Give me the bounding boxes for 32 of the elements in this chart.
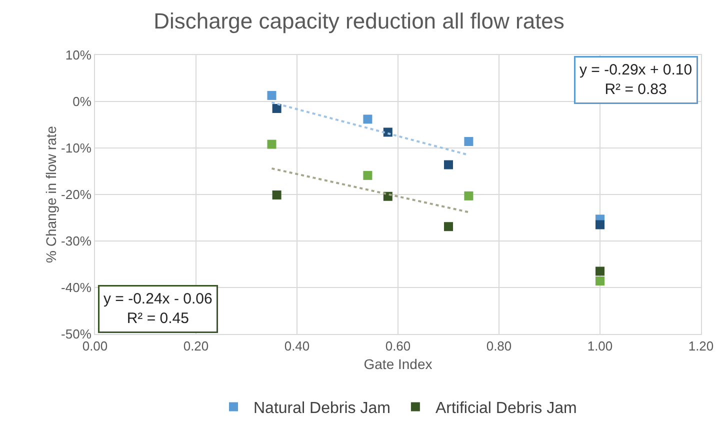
x-tick-label: 0.80 xyxy=(486,338,512,354)
point xyxy=(272,190,282,200)
legend-label: Natural Debris Jam xyxy=(254,400,390,417)
point xyxy=(363,114,372,124)
point xyxy=(464,191,474,200)
y-axis-title: % Change in flow rate xyxy=(43,126,60,263)
point xyxy=(596,220,604,230)
legend-label: Artificial Debris Jam xyxy=(435,400,577,417)
y-tick-label: -40% xyxy=(61,280,92,296)
point xyxy=(272,104,282,113)
x-tick-label: 1.20 xyxy=(688,338,714,354)
y-tick-label: 10% xyxy=(65,48,92,63)
annotation: y = -0.29x + 0.10 R² = 0.83 xyxy=(580,62,692,98)
point xyxy=(596,276,604,286)
point xyxy=(363,170,372,180)
x-tick-label: 1.00 xyxy=(587,338,613,354)
x-tick-label: 0.60 xyxy=(385,338,411,354)
point xyxy=(444,160,453,170)
point xyxy=(444,222,453,232)
y-tick-label: -30% xyxy=(61,234,92,249)
y-tick-label: 0% xyxy=(72,94,92,110)
point xyxy=(267,140,276,149)
chart-title: Discharge capacity reduction all flow rates xyxy=(154,8,564,34)
point xyxy=(267,90,276,100)
point xyxy=(596,266,604,276)
y-tick-label: -10% xyxy=(61,140,92,156)
annotation: y = -0.24x - 0.06 R² = 0.45 xyxy=(104,290,212,327)
y-tick-label: -20% xyxy=(61,187,92,202)
point xyxy=(464,136,474,146)
x-axis-title: Gate Index xyxy=(364,356,432,372)
x-tick-label: 0.20 xyxy=(183,338,209,354)
x-tick-label: 0.40 xyxy=(284,338,310,354)
